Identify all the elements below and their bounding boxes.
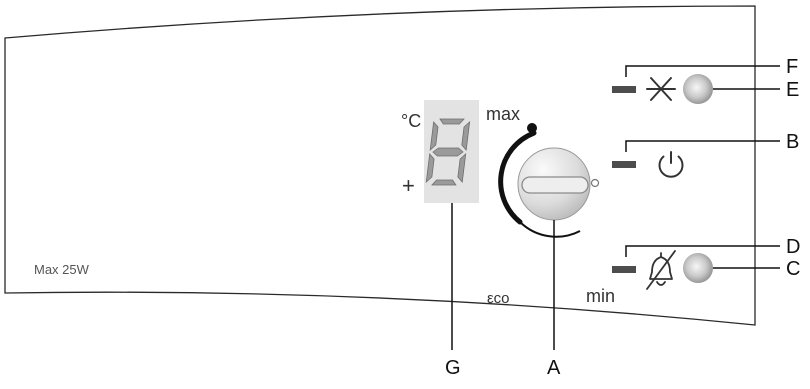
- max-power-note: Max 25W: [34, 262, 90, 277]
- alarm-button[interactable]: [683, 253, 713, 283]
- celsius-label: °C: [401, 111, 421, 131]
- callout-f: F: [786, 56, 798, 78]
- power-led: [612, 161, 636, 168]
- bell-off-icon: [646, 250, 676, 290]
- knob-grip: [521, 176, 589, 194]
- callout-g: G: [445, 357, 461, 379]
- power-icon[interactable]: [658, 151, 684, 178]
- callout-a: A: [547, 357, 561, 379]
- panel-outline: [4, 5, 756, 326]
- seven-segment-digit: [425, 118, 471, 186]
- dial-range-arc-thick: [498, 130, 537, 225]
- callout-c: C: [786, 258, 800, 280]
- dial-max-label: max: [486, 104, 520, 124]
- dial-min-label: min: [586, 286, 615, 306]
- callout-b: B: [786, 131, 799, 153]
- dial-max-dot: [527, 123, 537, 133]
- snowflake-icon: [646, 77, 676, 101]
- plus-label: +: [402, 173, 415, 198]
- callout-lines: [451, 65, 780, 350]
- frost-led: [612, 86, 636, 93]
- callout-d: D: [786, 236, 800, 258]
- dial-range-arc-thin: [519, 221, 581, 238]
- callout-e: E: [786, 79, 799, 101]
- alarm-led: [612, 266, 636, 273]
- dial-eco-label: εco: [487, 290, 510, 307]
- knob-indicator: [590, 178, 600, 188]
- frost-button[interactable]: [683, 74, 713, 104]
